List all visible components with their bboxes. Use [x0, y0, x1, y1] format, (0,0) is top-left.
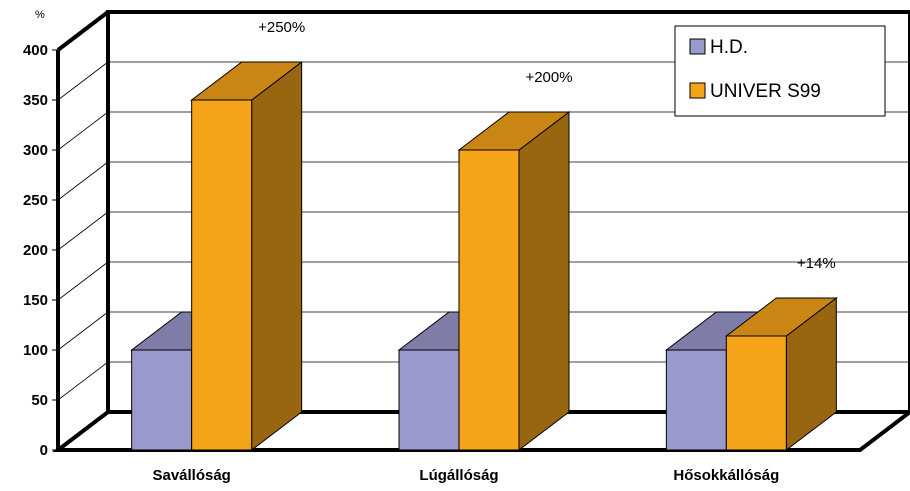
y-tick-label: 250 [23, 192, 48, 209]
gridline-depth [57, 211, 109, 251]
category-labels: Saválló­ság Lúgállóság Hősokkállóság [152, 467, 779, 484]
y-tick-label: 200 [23, 242, 48, 259]
y-tick-label: 100 [23, 342, 48, 359]
legend: H.D. UNIVER S99 [674, 25, 886, 117]
y-tick-label: 150 [23, 292, 48, 309]
category-label: Lúgállóság [419, 467, 498, 484]
change-annotation: +200% [525, 69, 572, 86]
bar [191, 99, 253, 451]
y-tick-label: 400 [23, 42, 48, 59]
bar-side [251, 60, 303, 452]
legend-swatch [689, 38, 706, 55]
legend-label: H.D. [710, 37, 748, 58]
bars [130, 60, 838, 452]
y-tick-label: 300 [23, 142, 48, 159]
bar [725, 335, 787, 451]
y-unit-label: % [35, 9, 45, 21]
bar [458, 149, 520, 451]
gridline-depth [57, 161, 109, 201]
category-label: Hősokkállóság [673, 467, 779, 484]
change-annotation: +14% [797, 255, 836, 272]
annotations: +250% +200% +14% [258, 19, 836, 272]
y-axis-top-edge [56, 10, 110, 52]
gridline-depth [57, 311, 109, 351]
legend-swatch [689, 82, 706, 99]
y-tick-label: 350 [23, 92, 48, 109]
legend-box [674, 25, 886, 117]
gridline-depth [57, 361, 109, 401]
gridline-depth [57, 261, 109, 301]
bar [665, 349, 727, 451]
bar-side [518, 110, 570, 452]
bar [131, 349, 193, 451]
y-tick-labels: 0 50 100 150 200 250 300 350 400 [23, 42, 48, 459]
y-tick-label: 0 [40, 442, 48, 459]
y-tick-label: 50 [31, 392, 48, 409]
gridline-depth [57, 111, 109, 151]
change-annotation: +250% [258, 19, 305, 36]
category-label: Saválló­ság [152, 467, 230, 484]
bar [398, 349, 460, 451]
legend-label: UNIVER S99 [710, 81, 821, 102]
gridline-depth [57, 61, 109, 101]
